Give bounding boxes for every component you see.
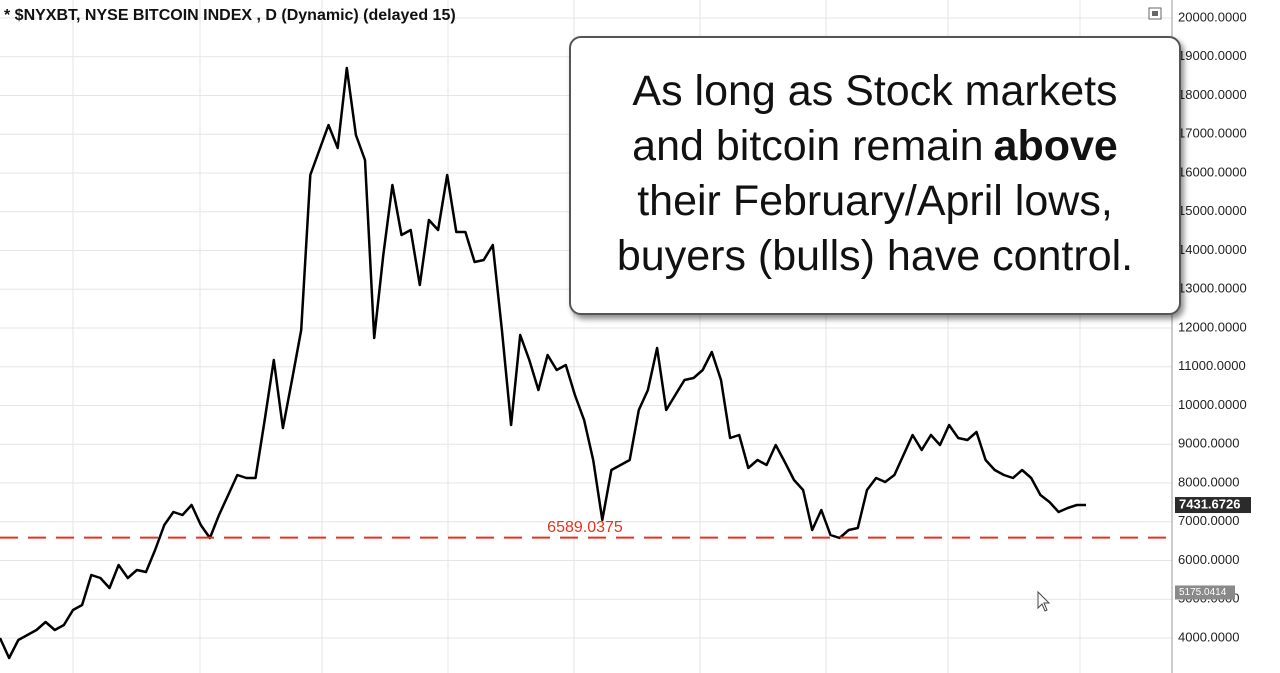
- last-price-tag: [1175, 497, 1251, 514]
- y-tick-label: 13000.0000: [1178, 281, 1247, 296]
- y-tick-label: 18000.0000: [1178, 87, 1247, 102]
- callout-line: As long as Stock markets: [632, 67, 1118, 115]
- y-tick-label: 11000.0000: [1178, 358, 1246, 373]
- y-tick-label: 19000.0000: [1178, 48, 1247, 63]
- callout-emphasis: above: [993, 122, 1118, 170]
- y-tick-label: 16000.0000: [1178, 164, 1247, 179]
- y-tick-label: 12000.0000: [1178, 319, 1247, 334]
- y-tick-label: 8000.0000: [1178, 474, 1239, 489]
- price-line: [0, 66, 1086, 660]
- y-tick-label: 4000.0000: [1178, 629, 1239, 644]
- y-tick-label: 20000.0000: [1178, 9, 1247, 24]
- reference-label: 6589.0375: [547, 519, 623, 536]
- y-tick-label: 10000.0000: [1178, 397, 1247, 412]
- marker-price-tag: [1175, 585, 1235, 600]
- y-tick-label: 14000.0000: [1178, 242, 1247, 257]
- callout-line: buyers (bulls) have control.: [616, 232, 1134, 280]
- y-tick-label: 6000.0000: [1178, 552, 1239, 567]
- callout-line: their February/April lows,: [637, 177, 1113, 225]
- window-icon-inner: [1152, 11, 1158, 16]
- callout-line: and bitcoin remain above: [571, 119, 1179, 174]
- y-tick-label: 7000.0000: [1178, 513, 1239, 528]
- callout: As long as Stock markets and bitcoin rem…: [569, 36, 1181, 315]
- chart-title: * $NYXBT, NYSE BITCOIN INDEX , D (Dynami…: [4, 7, 456, 24]
- y-tick-label: 9000.0000: [1178, 436, 1239, 451]
- last-price-label: 7431.6726: [1179, 496, 1240, 511]
- mouse-cursor: [1037, 590, 1051, 612]
- y-tick-label: 15000.0000: [1178, 203, 1247, 218]
- callout-text: and bitcoin remain: [632, 122, 984, 170]
- marker-price-label: 5175.0414: [1179, 587, 1227, 598]
- y-tick-label: 17000.0000: [1178, 126, 1247, 141]
- axis-panel: [1172, 0, 1280, 673]
